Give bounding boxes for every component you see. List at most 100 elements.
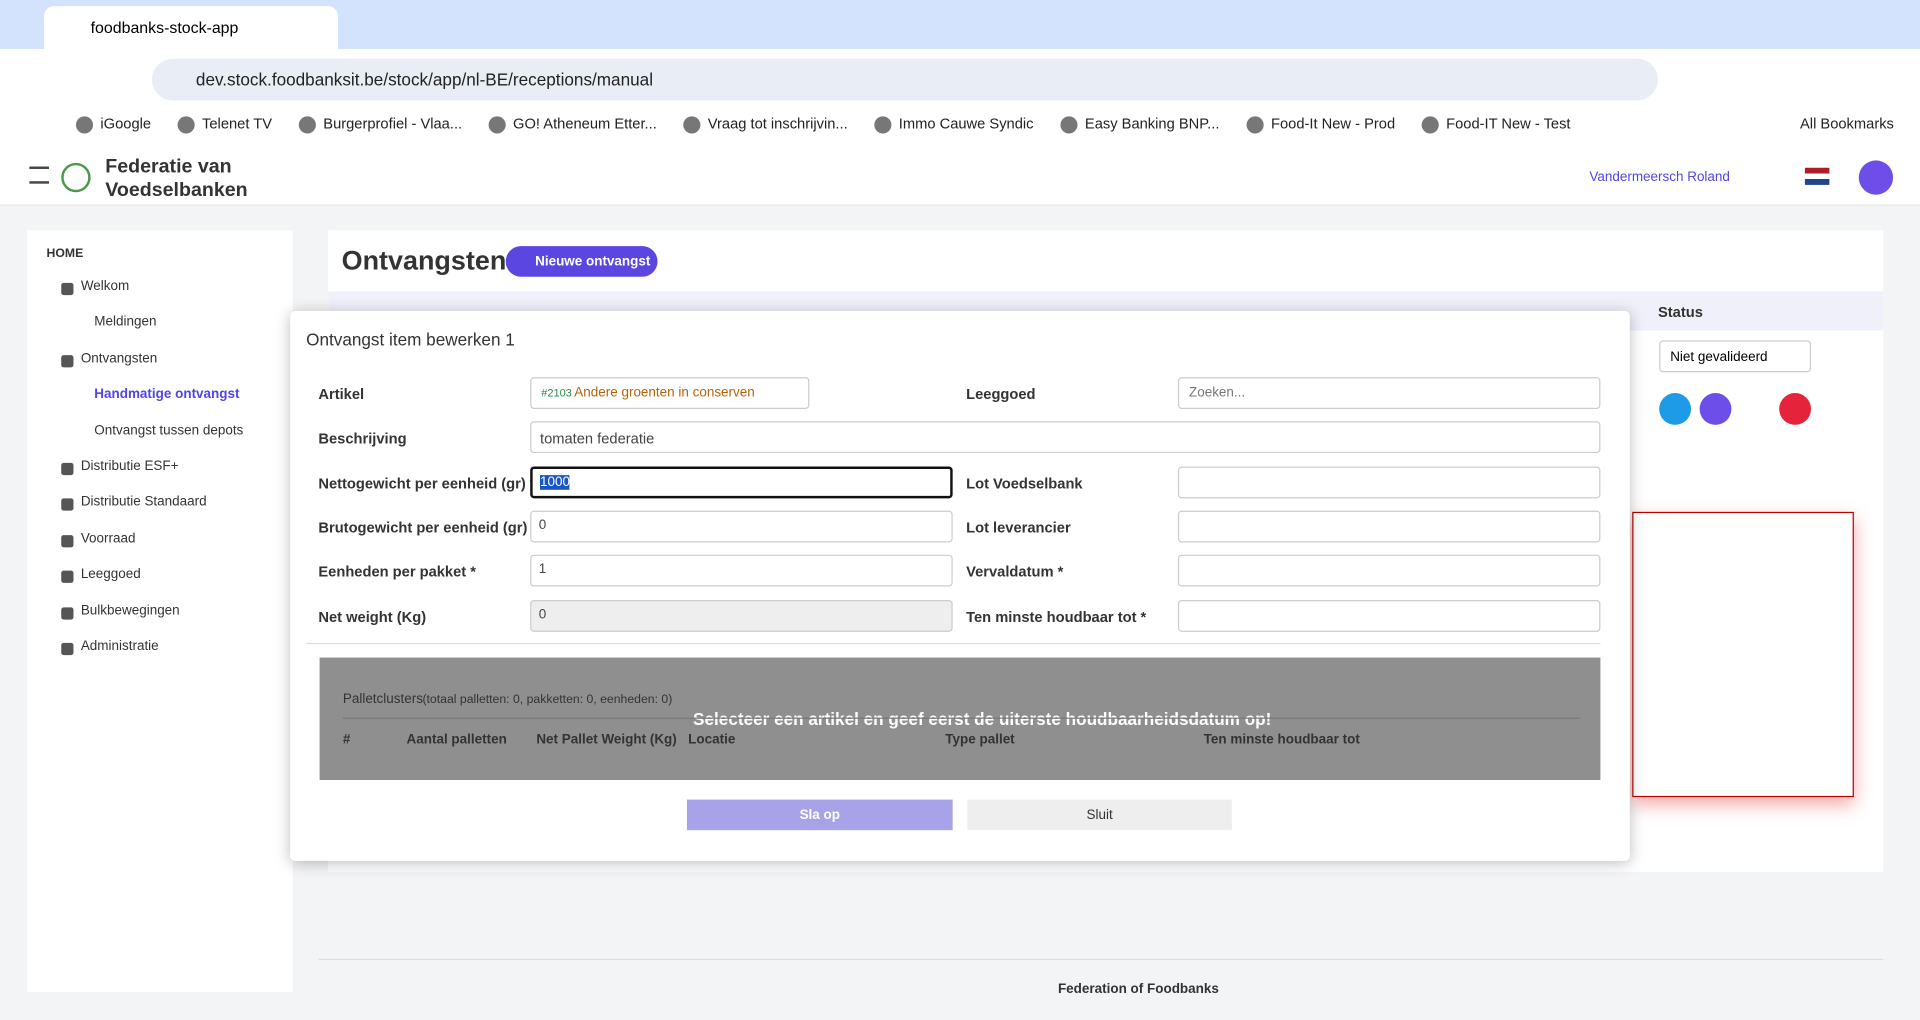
pallet-panel: Palletclusters (totaal palletten: 0, pak…	[319, 657, 1601, 781]
bookmark-icon	[1246, 116, 1264, 134]
bookmark-icon	[75, 116, 94, 134]
new-button[interactable]: Nieuwe ontvangst	[505, 246, 658, 277]
bookmark[interactable]: Food-IT New - Test	[1446, 115, 1571, 133]
edit-button[interactable]	[1699, 393, 1732, 425]
nav-subitem[interactable]: Meldingen	[94, 315, 157, 330]
field-label: Beschrijving	[318, 429, 407, 447]
field-input[interactable]	[1177, 510, 1601, 543]
bookmark-icon	[177, 116, 195, 134]
nav-item[interactable]: Voorraad	[80, 531, 136, 546]
field-input[interactable]: 1000	[530, 466, 953, 499]
bookmark[interactable]: Vraag tot inschrijvin...	[707, 115, 848, 133]
nav-icon	[61, 642, 74, 656]
validate-button[interactable]	[1659, 393, 1692, 425]
app-header	[0, 146, 1920, 206]
field-value: 0	[538, 517, 547, 533]
menu-icon[interactable]	[29, 166, 49, 184]
field-label: Net weight (Kg)	[318, 608, 427, 626]
panel	[1632, 511, 1854, 798]
bookmark[interactable]: Telenet TV	[202, 115, 273, 133]
footer-line	[318, 958, 1884, 961]
bookmark[interactable]: Food-It New - Prod	[1271, 115, 1396, 133]
field-input[interactable]: tomaten federatie	[530, 421, 1601, 454]
tab[interactable]: foodbanks-stock-app	[44, 6, 338, 49]
nav-subitem[interactable]: Handmatige ontvangst	[94, 387, 240, 402]
bookmark[interactable]: GO! Atheneum Etter...	[513, 115, 657, 133]
column-header: Ten minste houdbaar tot	[1203, 732, 1360, 747]
footer: Federation of Foodbanks	[1057, 982, 1219, 997]
nav-item[interactable]: Welkom	[80, 279, 130, 294]
nav-item[interactable]: Leeggoed	[80, 567, 141, 582]
field-label: Artikel	[318, 385, 365, 403]
page-title: Ontvangsten	[341, 244, 507, 276]
column-header: Type pallet	[945, 732, 1015, 747]
column-header: Status	[1657, 303, 1703, 321]
nav-item[interactable]: Ontvangsten	[80, 351, 158, 366]
flag[interactable]	[1804, 167, 1830, 185]
field-input[interactable]	[1177, 466, 1601, 499]
bookmark-icon	[298, 116, 316, 134]
field-label: Eenheden per pakket *	[318, 563, 476, 581]
nav-icon	[61, 498, 74, 512]
user-name[interactable]: Vandermeersch Roland	[1589, 170, 1730, 185]
bookmark[interactable]: Easy Banking BNP...	[1084, 115, 1220, 133]
field-input[interactable]: Zoeken...	[1177, 377, 1601, 409]
nav-icon	[61, 606, 74, 620]
column-header: Locatie	[688, 732, 736, 747]
nav-item[interactable]: Distributie ESF+	[80, 459, 179, 474]
bookmark[interactable]: Immo Cauwe Syndic	[898, 115, 1034, 133]
dialog-title: Ontvangst item bewerken 1	[306, 329, 515, 349]
bookmark-icon	[1421, 116, 1439, 134]
divider	[306, 642, 1601, 645]
close-button[interactable]: Sluit	[967, 799, 1232, 831]
field-label: Lot Voedselbank	[966, 475, 1083, 493]
avatar[interactable]	[1858, 160, 1894, 195]
nav-subitem[interactable]: Ontvangst tussen depots	[94, 423, 244, 438]
field-value: 1000	[540, 475, 570, 490]
article-code: #2103	[541, 386, 572, 400]
pallet-title: Palletclusters	[342, 691, 423, 707]
field-input[interactable]: 0	[530, 600, 953, 632]
nav-item[interactable]: Distributie Standaard	[80, 495, 207, 510]
field-label: Nettogewicht per eenheid (gr) *	[318, 475, 536, 493]
placeholder: Zoeken...	[1188, 385, 1246, 401]
field-input[interactable]	[1177, 554, 1601, 587]
bookmark-icon	[1060, 116, 1078, 134]
bookmark-icon	[488, 116, 506, 134]
dialog: Ontvangst item bewerken 1 Beschrijving t…	[290, 311, 1630, 861]
field-input[interactable]: 0	[530, 510, 953, 543]
column-header: Aantal palletten	[406, 732, 507, 747]
field-input[interactable]: 1	[530, 554, 953, 587]
address-bar[interactable]: dev.stock.foodbanksit.be/stock/app/nl-BE…	[151, 58, 1658, 101]
brand: Federatie van	[105, 156, 232, 178]
nav-item[interactable]: Administratie	[80, 639, 159, 654]
field-label: Vervaldatum *	[966, 563, 1064, 581]
bookmarks-bar: iGoogle Telenet TV Burgerprofiel - Vlaa...…	[0, 108, 1920, 145]
nav-item[interactable]: Bulkbewegingen	[80, 603, 180, 618]
delete-button[interactable]	[1779, 393, 1812, 425]
field-label: Leeggoed	[966, 385, 1036, 403]
divider	[342, 717, 1580, 719]
all-bookmarks[interactable]: All Bookmarks	[1800, 115, 1894, 133]
status-select[interactable]: Niet gevalideerd	[1659, 340, 1812, 373]
bookmark[interactable]: iGoogle	[100, 115, 152, 133]
nav-home[interactable]: HOME	[46, 247, 84, 261]
bookmark[interactable]: Burgerprofiel - Vlaa...	[323, 115, 463, 133]
column-header: #	[342, 732, 351, 747]
field-label: Lot leverancier	[966, 519, 1071, 537]
save-button[interactable]: Sla op	[686, 799, 953, 831]
nav-icon	[61, 534, 74, 548]
field-label: Brutogewicht per eenheid (gr)	[318, 519, 528, 537]
pallet-summary: (totaal palletten: 0, pakketten: 0, eenh…	[422, 693, 673, 707]
nav-icon	[61, 282, 74, 296]
field-value: 0	[538, 607, 547, 623]
nav-icon	[61, 354, 74, 368]
field-input[interactable]	[1177, 600, 1601, 632]
nav-icon	[61, 462, 74, 476]
column-header: Net Pallet Weight (Kg)	[536, 732, 677, 747]
nav-icon	[61, 570, 74, 584]
field-label: Ten minste houdbaar tot *	[966, 608, 1147, 626]
brand: Voedselbanken	[105, 180, 248, 201]
field-input[interactable]: #2103 Andere groenten in conserven	[530, 377, 810, 409]
